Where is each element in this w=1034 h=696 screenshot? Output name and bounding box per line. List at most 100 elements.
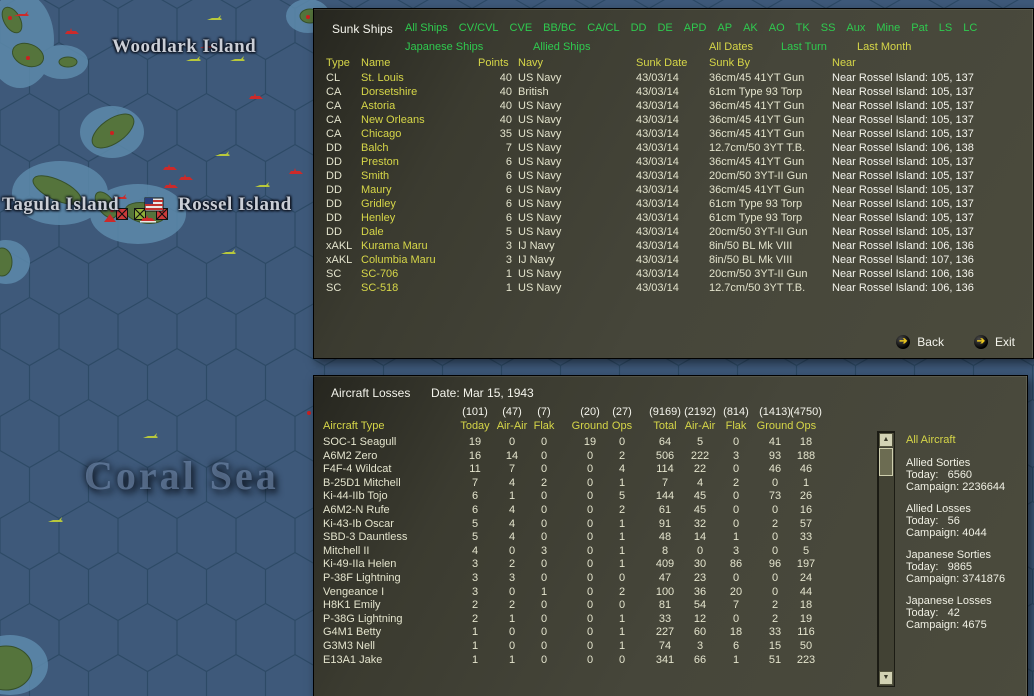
aircraft-row[interactable]: Vengeance I 3 0 1 0 2 100 36 20 0 44	[314, 586, 1027, 600]
scroll-up-icon[interactable]: ▲	[879, 433, 893, 447]
aircraft-row[interactable]: SBD-3 Dauntless 5 4 0 0 1 48 14 1 0 33	[314, 531, 1027, 545]
aircraft-row[interactable]: A6M2 Zero 16 14 0 0 2 506 222 3 93 188	[314, 450, 1027, 464]
filter-pat[interactable]: Pat	[911, 22, 928, 34]
back-button-label: Back	[917, 335, 944, 349]
filter-allied-ships[interactable]: Allied Ships	[533, 41, 591, 53]
aircraft-row[interactable]: Ki-49-IIa Helen 3 2 0 0 1 409 30 86 96 197	[314, 558, 1027, 572]
cell-value: 2	[771, 612, 779, 625]
filter-tk[interactable]: TK	[795, 22, 810, 34]
scrollbar[interactable]: ▲ ▼	[877, 431, 895, 687]
table-row[interactable]: xAKL Columbia Maru 3 IJ Navy 43/03/14 8in/50 …	[314, 253, 1033, 267]
filter-dd[interactable]: DD	[630, 22, 647, 34]
cell-type: xAKL	[326, 254, 353, 266]
aircraft-row[interactable]: H8K1 Emily 2 2 0 0 0 81 54 7 2 18	[314, 599, 1027, 613]
filter-apd[interactable]: APD	[683, 22, 707, 34]
filter-mine[interactable]: Mine	[876, 22, 901, 34]
scrollbar-thumb[interactable]	[879, 448, 893, 476]
table-row[interactable]: CA Dorsetshire 40 British 43/03/14 61cm Type …	[314, 85, 1033, 99]
filter-ak[interactable]: AK	[743, 22, 758, 34]
table-row[interactable]: DD Smith 6 US Navy 43/03/14 20cm/50 3YT-II Gu…	[314, 169, 1033, 183]
table-header: Type Name Points Navy Sunk Date Sunk By …	[314, 57, 1033, 69]
cell-value: 0	[540, 571, 548, 584]
aircraft-row[interactable]: Ki-43-Ib Oscar 5 4 0 0 1 91 32 0 2 57	[314, 518, 1027, 532]
ship-type-filter-bar: All Ships CV/CVL CVE BB/BC CA/CL DD DE APD AP AK A…	[405, 22, 980, 34]
aircraft-row[interactable]: E13A1 Jake 1 1 0 0 0 341 66 1 51 223	[314, 654, 1027, 668]
cell-value: 12	[693, 612, 707, 625]
cell-value: 2	[618, 449, 626, 462]
cell-value: 0	[732, 612, 740, 625]
table-row[interactable]: SC SC-518 1 US Navy 43/03/14 12.7cm/50 3YT T.…	[314, 281, 1033, 295]
cell-value: 18	[729, 626, 743, 639]
aircraft-row[interactable]: P-38F Lightning 3 3 0 0 0 47 23 0 0 24	[314, 572, 1027, 586]
back-button[interactable]: ➔ Back	[896, 335, 944, 349]
cell-value: 0	[508, 436, 516, 448]
filter-ap[interactable]: AP	[717, 22, 733, 34]
filter-all-dates[interactable]: All Dates	[709, 41, 754, 53]
aircraft-row[interactable]: F4F-4 Wildcat 11 7 0 0 4 114 22 0 46 46	[314, 463, 1027, 477]
filter-ls[interactable]: LS	[938, 22, 953, 34]
filter-bb-bc[interactable]: BB/BC	[543, 22, 577, 34]
cell-name: Dorsetshire	[361, 86, 418, 98]
summary-section: Japanese Losses Today: 42 Campaign: 4675	[906, 595, 1026, 631]
table-row[interactable]: CA Astoria 40 US Navy 43/03/14 36cm/45 41YT G…	[314, 99, 1033, 113]
cell-points: 6	[505, 184, 512, 196]
col-total: (1413)	[759, 406, 791, 418]
cell-value: 19	[583, 436, 597, 448]
table-row[interactable]: CL St. Louis 40 US Navy 43/03/14 36cm/45 41YT…	[314, 71, 1033, 85]
table-row[interactable]: DD Gridley 6 US Navy 43/03/14 61cm Type 93 To…	[314, 197, 1033, 211]
col-header-air-air: Air-Air	[496, 420, 528, 432]
filter-ca-cl[interactable]: CA/CL	[587, 22, 620, 34]
aircraft-row[interactable]: A6M2-N Rufe 6 4 0 0 2 61 45 0 0 16	[314, 504, 1027, 518]
cell-sunk-by: 36cm/45 41YT Gun	[709, 72, 805, 84]
cell-value: 1	[732, 531, 740, 544]
aircraft-row[interactable]: G4M1 Betty 1 0 0 0 1 227 60 18 33 116	[314, 626, 1027, 640]
panel-title: Aircraft Losses	[331, 386, 411, 400]
filter-all-ships[interactable]: All Ships	[405, 22, 448, 34]
exit-button[interactable]: ➔ Exit	[973, 335, 1015, 349]
aircraft-row[interactable]: Mitchell II 4 0 3 0 1 8 0 3 0 5	[314, 545, 1027, 559]
table-row[interactable]: DD Preston 6 US Navy 43/03/14 36cm/45 41YT Gu…	[314, 155, 1033, 169]
filter-lc[interactable]: LC	[963, 22, 978, 34]
cell-near: Near Rossel Island: 106, 136	[832, 282, 974, 294]
cell-points: 5	[505, 226, 512, 238]
filter-ss[interactable]: SS	[820, 22, 836, 34]
filter-cve[interactable]: CVE	[509, 22, 533, 34]
filter-last-month[interactable]: Last Month	[857, 41, 912, 53]
table-row[interactable]: CA Chicago 35 US Navy 43/03/14 36cm/45 41YT G…	[314, 127, 1033, 141]
filter-last-turn[interactable]: Last Turn	[781, 41, 827, 53]
cell-value: 1	[618, 639, 626, 652]
table-row[interactable]: CA New Orleans 40 US Navy 43/03/14 36cm/45 41…	[314, 113, 1033, 127]
filter-japanese-ships[interactable]: Japanese Ships	[405, 41, 484, 53]
col-total: (814)	[723, 406, 749, 418]
aircraft-row[interactable]: Ki-44-IIb Tojo 6 1 0 0 5 144 45 0 73 26	[314, 490, 1027, 504]
cell-near: Near Rossel Island: 105, 137	[832, 212, 974, 224]
aircraft-losses-panel: Aircraft Losses Date: Mar 15, 1943 (101)…	[313, 375, 1028, 696]
cell-sunk-by: 20cm/50 3YT-II Gun	[709, 170, 808, 182]
aircraft-row[interactable]: G3M3 Nell 1 0 0 0 1 74 3 6 15 50	[314, 640, 1027, 654]
filter-de[interactable]: DE	[657, 22, 673, 34]
aircraft-row[interactable]: P-38G Lightning 2 1 0 0 1 33 12 0 2 19	[314, 613, 1027, 627]
table-row[interactable]: SC SC-706 1 US Navy 43/03/14 20cm/50 3YT-II G…	[314, 267, 1033, 281]
unit-icons[interactable]	[14, 11, 303, 522]
cell-value: 0	[586, 490, 594, 503]
cell-points: 6	[505, 212, 512, 224]
filter-cv-cvl[interactable]: CV/CVL	[458, 22, 499, 34]
cell-near: Near Rossel Island: 105, 137	[832, 86, 974, 98]
col-header-sunk-date: Sunk Date	[636, 57, 688, 69]
cell-aircraft-type: G4M1 Betty	[323, 626, 382, 639]
aircraft-row[interactable]: SOC-1 Seagull 19 0 0 19 0 64 5 0 41 18	[314, 436, 1027, 450]
cell-value: 0	[771, 531, 779, 544]
cell-value: 81	[658, 599, 672, 612]
filter-ao[interactable]: AO	[768, 22, 785, 34]
table-row[interactable]: DD Dale 5 US Navy 43/03/14 20cm/50 3YT-II Gun…	[314, 225, 1033, 239]
cell-name: Gridley	[361, 198, 396, 210]
back-arrow-icon: ➔	[896, 335, 911, 349]
filter-aux[interactable]: Aux	[846, 22, 866, 34]
scroll-down-icon[interactable]: ▼	[879, 671, 893, 685]
table-row[interactable]: xAKL Kurama Maru 3 IJ Navy 43/03/14 8in/50 BL…	[314, 239, 1033, 253]
cell-near: Near Rossel Island: 105, 137	[832, 170, 974, 182]
table-row[interactable]: DD Maury 6 US Navy 43/03/14 36cm/45 41YT Gun N…	[314, 183, 1033, 197]
table-row[interactable]: DD Henley 6 US Navy 43/03/14 61cm Type 93 Tor…	[314, 211, 1033, 225]
aircraft-row[interactable]: B-25D1 Mitchell 7 4 2 0 1 7 4 2 0 1	[314, 477, 1027, 491]
table-row[interactable]: DD Balch 7 US Navy 43/03/14 12.7cm/50 3YT T.B…	[314, 141, 1033, 155]
